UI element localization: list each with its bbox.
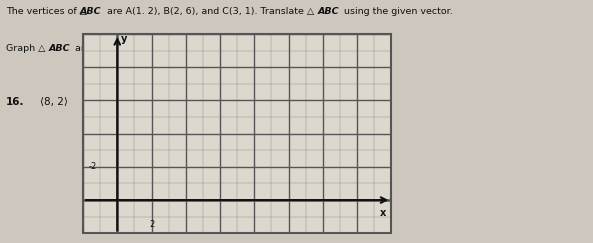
Text: and: and (72, 44, 93, 53)
Text: y: y (121, 34, 127, 44)
Text: ⟨8, 2⟩: ⟨8, 2⟩ (40, 97, 68, 107)
Text: ABC: ABC (49, 44, 70, 53)
Text: its image.: its image. (93, 44, 143, 53)
Text: Graph △: Graph △ (6, 44, 48, 53)
Text: the units on the graph is 2.: the units on the graph is 2. (189, 44, 320, 53)
Text: The vertices of △: The vertices of △ (6, 7, 90, 16)
Text: using the given vector.: using the given vector. (341, 7, 452, 16)
Text: x: x (380, 208, 386, 218)
Text: ABC: ABC (317, 7, 339, 16)
Text: -2: -2 (88, 162, 97, 171)
Text: 2: 2 (149, 220, 154, 229)
Text: NOTE –: NOTE – (141, 44, 185, 53)
Text: ABC: ABC (80, 7, 101, 16)
Text: 16.: 16. (6, 97, 24, 107)
Text: are A(1. 2), B(2, 6), and C(3, 1). Translate △: are A(1. 2), B(2, 6), and C(3, 1). Trans… (104, 7, 317, 16)
